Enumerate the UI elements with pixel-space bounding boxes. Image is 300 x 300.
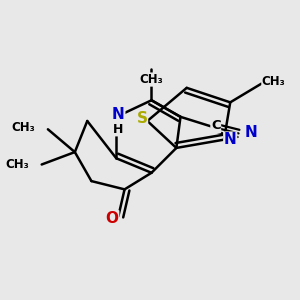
Text: CH₃: CH₃ [5,158,29,171]
Text: N: N [244,125,257,140]
Text: C: C [211,119,220,133]
Text: CH₃: CH₃ [262,75,286,88]
Text: O: O [106,211,118,226]
Text: N: N [224,132,237,147]
Text: N: N [112,107,125,122]
Text: H: H [113,123,124,136]
Text: CH₃: CH₃ [12,121,35,134]
Text: S: S [136,111,148,126]
Text: CH₃: CH₃ [140,73,164,86]
